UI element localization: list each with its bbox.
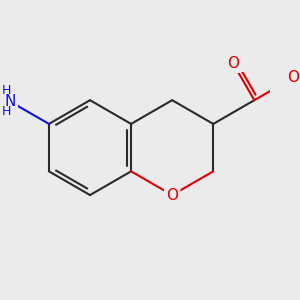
- Text: H: H: [2, 105, 11, 118]
- Text: H: H: [2, 84, 11, 98]
- Text: O: O: [166, 188, 178, 202]
- Text: O: O: [287, 70, 299, 85]
- Text: O: O: [227, 56, 239, 71]
- Text: N: N: [4, 94, 16, 109]
